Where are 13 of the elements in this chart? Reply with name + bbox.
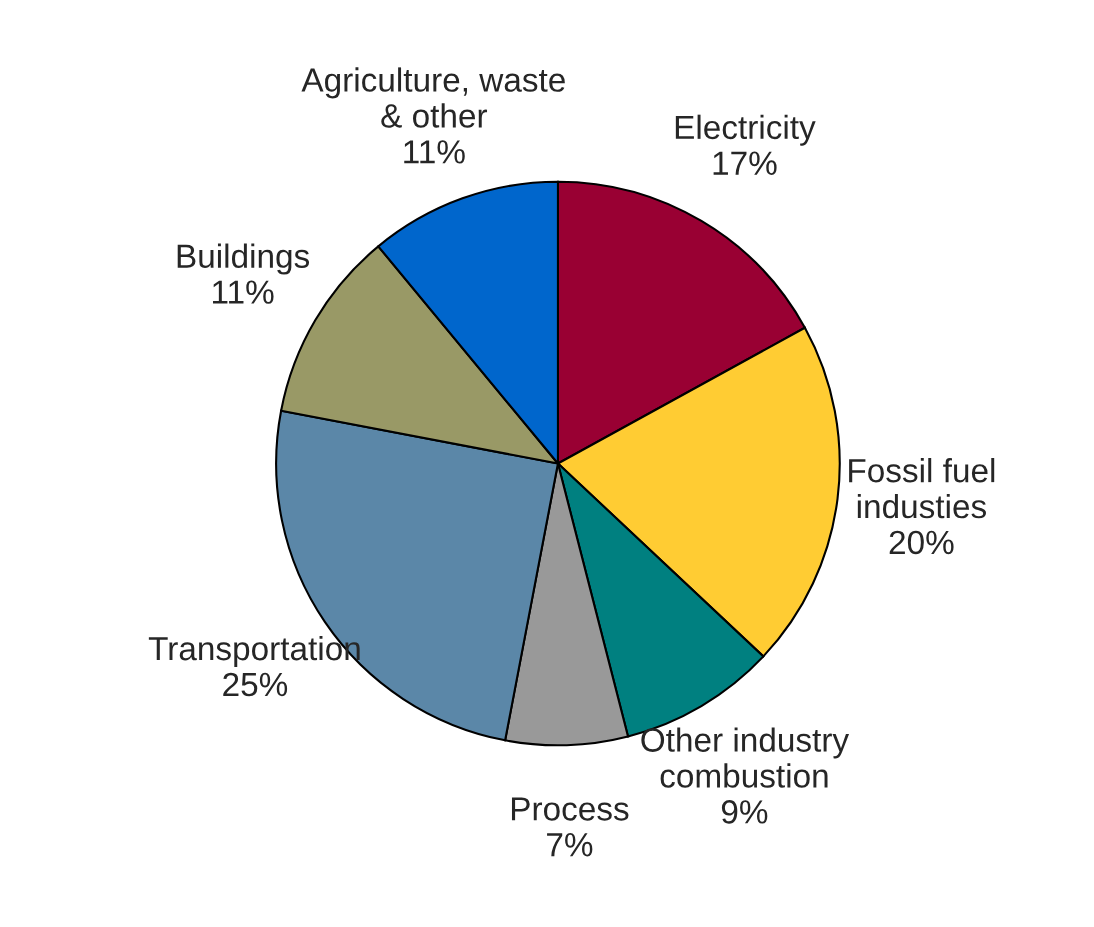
data-label: 9% <box>721 800 768 824</box>
data-label: 11% <box>404 140 465 164</box>
slice-label: Buildings <box>177 243 310 275</box>
data-label: 11% <box>213 280 274 304</box>
slice-label: Fossil fuel industies <box>849 457 995 519</box>
slice-label: Agriculture, waste & other <box>301 67 565 128</box>
slice-label: Process <box>511 797 629 821</box>
data-label: 7% <box>547 833 593 857</box>
data-label: 25% <box>223 672 288 697</box>
slice-label: Electricity <box>675 114 816 146</box>
data-label: 17% <box>713 151 777 175</box>
data-label: 20% <box>889 530 954 555</box>
slice-label: Other industry combustion <box>641 727 850 788</box>
